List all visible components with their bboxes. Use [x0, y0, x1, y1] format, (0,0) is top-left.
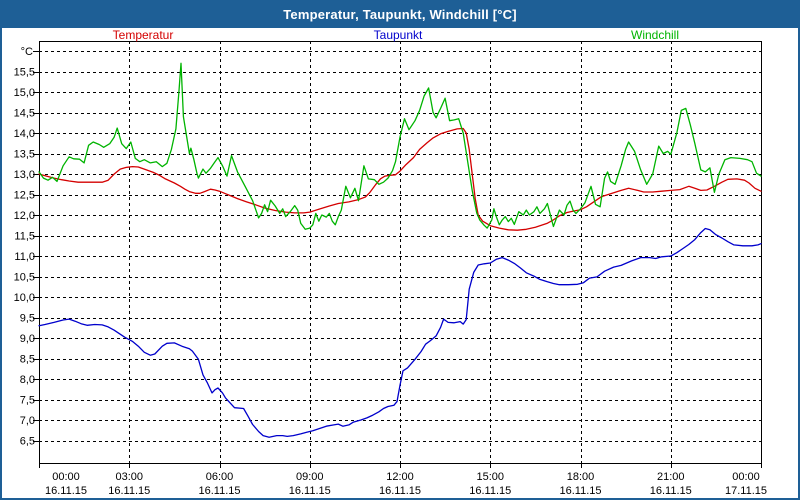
- title-bar: Temperatur, Taupunkt, Windchill [°C]: [2, 2, 798, 28]
- svg-text:17.11.15: 17.11.15: [725, 485, 767, 497]
- legend-taupunkt: Taupunkt: [373, 28, 423, 42]
- svg-text:21:00: 21:00: [657, 471, 685, 483]
- legend-temperatur: Temperatur: [112, 28, 174, 42]
- svg-text:10,5: 10,5: [14, 272, 35, 284]
- svg-text:14,0: 14,0: [14, 128, 35, 140]
- svg-text:15:00: 15:00: [476, 471, 504, 483]
- svg-text:13,5: 13,5: [14, 149, 35, 161]
- svg-text:16.11.15: 16.11.15: [289, 485, 331, 497]
- svg-text:9,5: 9,5: [20, 313, 35, 325]
- svg-text:8,0: 8,0: [20, 374, 35, 386]
- svg-text:10,0: 10,0: [14, 292, 35, 304]
- svg-text:11,5: 11,5: [14, 231, 35, 243]
- svg-text:18:00: 18:00: [567, 471, 595, 483]
- svg-text:15,5: 15,5: [14, 67, 35, 79]
- svg-text:°C: °C: [21, 46, 33, 58]
- svg-text:8,5: 8,5: [20, 354, 35, 366]
- svg-text:14,5: 14,5: [14, 108, 35, 120]
- svg-text:16.11.15: 16.11.15: [379, 485, 421, 497]
- svg-text:03:00: 03:00: [115, 471, 143, 483]
- svg-text:9,0: 9,0: [20, 333, 35, 345]
- svg-text:16.11.15: 16.11.15: [650, 485, 692, 497]
- svg-text:7,0: 7,0: [20, 415, 35, 427]
- svg-text:00:00: 00:00: [52, 471, 80, 483]
- svg-text:7,5: 7,5: [20, 395, 35, 407]
- svg-text:00:00: 00:00: [732, 471, 760, 483]
- svg-text:16.11.15: 16.11.15: [45, 485, 87, 497]
- svg-text:09:00: 09:00: [296, 471, 324, 483]
- svg-text:13,0: 13,0: [14, 169, 35, 181]
- svg-text:06:00: 06:00: [206, 471, 234, 483]
- svg-text:6,5: 6,5: [20, 436, 35, 448]
- svg-text:16.11.15: 16.11.15: [559, 485, 601, 497]
- svg-text:16.11.15: 16.11.15: [198, 485, 240, 497]
- svg-text:12,0: 12,0: [14, 210, 35, 222]
- svg-text:16.11.15: 16.11.15: [108, 485, 150, 497]
- svg-text:16.11.15: 16.11.15: [469, 485, 511, 497]
- chart-area: Temperatur Taupunkt Windchill °C 15,5 15,0…: [2, 28, 798, 498]
- window-title: Temperatur, Taupunkt, Windchill [°C]: [283, 7, 517, 22]
- svg-text:12:00: 12:00: [386, 471, 414, 483]
- svg-text:11,0: 11,0: [14, 251, 35, 263]
- legend-windchill: Windchill: [630, 28, 680, 42]
- svg-text:12,5: 12,5: [14, 190, 35, 202]
- svg-text:15,0: 15,0: [14, 87, 35, 99]
- chart-canvas: °C 15,5 15,0 14,5 14,0 13,5 13,0 12,5 12,0 11,5 11…: [14, 41, 767, 497]
